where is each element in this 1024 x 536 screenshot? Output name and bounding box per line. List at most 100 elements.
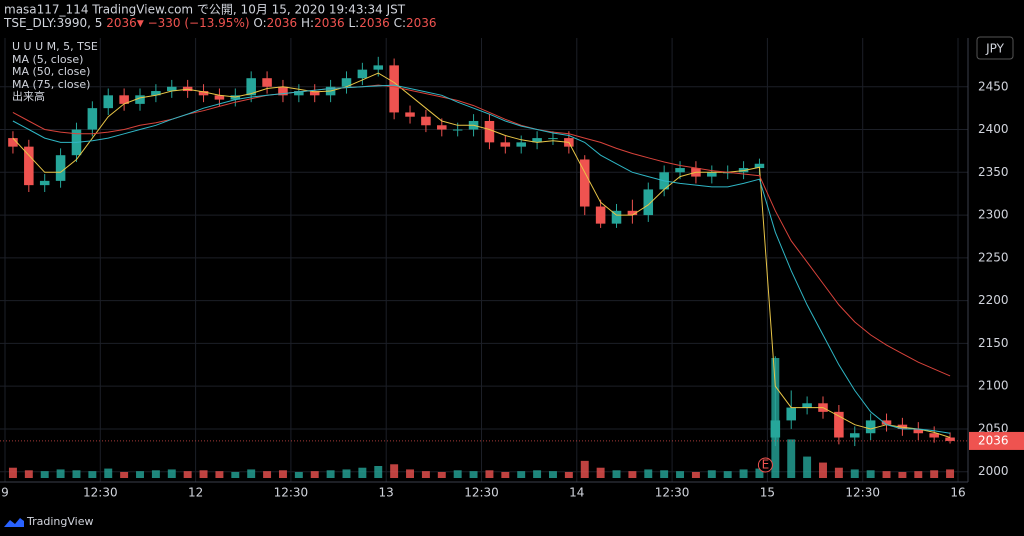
x-tick-label: 12:30 — [845, 486, 880, 500]
y-tick-label: 2300 — [978, 208, 1009, 222]
volume-bar — [326, 470, 335, 478]
volume-bar — [882, 471, 891, 478]
candle-body — [135, 95, 145, 104]
legend-entry: 出来高 — [12, 89, 45, 103]
volume-bar — [120, 472, 129, 478]
currency-button[interactable] — [976, 36, 1014, 60]
volume-bar — [676, 471, 685, 478]
volume-bar — [358, 467, 367, 478]
volume-bar — [199, 470, 208, 478]
x-tick-label: 12:30 — [274, 486, 309, 500]
header-line: masa117_114 TradingView.com で公開, 10月 15,… — [4, 3, 406, 17]
volume-bar — [723, 471, 732, 478]
candle-body — [802, 403, 812, 408]
volume-bar — [151, 470, 160, 478]
volume-bar — [342, 469, 351, 478]
x-tick-label: 12:30 — [655, 486, 690, 500]
volume-bar — [866, 470, 875, 478]
candle-body — [929, 433, 939, 438]
volume-bar — [278, 470, 287, 478]
ohlc-label: H: — [301, 16, 314, 30]
volume-bar — [930, 470, 939, 478]
volume-bar — [787, 439, 796, 478]
volume-bar — [612, 470, 621, 478]
volume-bar — [183, 471, 192, 478]
volume-bar — [517, 471, 526, 478]
volume-bar — [8, 467, 17, 478]
candle-body — [643, 189, 654, 216]
plot — [0, 56, 968, 478]
legend-entry: U U U M, 5, TSE — [12, 40, 98, 53]
ma-line — [12, 72, 951, 438]
candle-body — [913, 428, 924, 434]
volume-bar — [914, 471, 923, 478]
volume-bar — [628, 471, 637, 478]
logo-text: TradingView — [26, 515, 93, 528]
candle-body — [309, 91, 320, 96]
x-tick-label: 15 — [760, 486, 775, 500]
volume-bar — [406, 469, 414, 478]
volume-bar — [40, 471, 49, 478]
candle-body — [341, 78, 352, 87]
candle-body — [579, 159, 590, 207]
candle-body — [452, 129, 463, 131]
candle-body — [405, 112, 415, 117]
candle-body — [246, 78, 256, 96]
candle-body — [373, 65, 384, 70]
currency-label[interactable]: JPY — [985, 42, 1005, 56]
volume-bar — [644, 469, 653, 478]
y-tick-label: 2450 — [978, 79, 1009, 93]
logo-icon — [4, 518, 24, 527]
candle-body — [611, 210, 622, 224]
volume-bar — [533, 470, 542, 478]
volume-bar — [755, 468, 764, 478]
volume-bar — [946, 469, 955, 478]
volume-bar — [469, 471, 478, 478]
candle-body — [675, 168, 685, 173]
volume-bar — [294, 472, 303, 478]
candle-body — [198, 91, 209, 96]
volume-bar — [453, 470, 462, 478]
y-tick-label: 2150 — [978, 336, 1009, 350]
candle-body — [849, 433, 860, 438]
volume-bar — [104, 468, 113, 478]
candle-body — [24, 146, 34, 186]
candle-body — [87, 108, 98, 130]
volume-bar — [136, 471, 144, 478]
candle-body — [865, 420, 876, 434]
ohlc-value: 2036 — [406, 16, 437, 30]
candle-body — [532, 138, 542, 143]
candle-body — [834, 411, 844, 438]
volume-bar — [549, 471, 557, 478]
volume-bar — [88, 471, 97, 478]
volume-bar — [215, 471, 224, 478]
volume-bar — [580, 460, 589, 478]
volume-bar — [501, 472, 510, 478]
candle-body — [103, 95, 114, 109]
candle-body — [214, 95, 225, 100]
x-tick-label: 12:30 — [464, 486, 499, 500]
legend-entry: MA (75, close) — [12, 78, 90, 91]
ohlc-label: C: — [394, 16, 406, 30]
last: 2036 — [106, 16, 137, 30]
ohlc-label: L: — [348, 16, 359, 30]
volume-bar — [231, 472, 240, 478]
candle-body — [389, 65, 399, 113]
candle-body — [167, 86, 177, 92]
grid — [0, 38, 968, 482]
candle-body — [516, 142, 526, 147]
legend-entry: MA (50, close) — [12, 65, 90, 78]
volume-bar — [247, 469, 256, 478]
candle-body — [484, 120, 495, 143]
y-tick-label: 2000 — [978, 464, 1009, 478]
header-quote: TSE_DLY:3990, 5 2036▼ −330 (−13.95%) O:2… — [3, 16, 437, 30]
volume-bar — [24, 470, 33, 478]
volume-bar — [56, 469, 65, 478]
x-tick-label: 14 — [569, 486, 584, 500]
volume-bar — [167, 469, 176, 478]
volume-bar — [850, 469, 859, 478]
candle-body — [119, 95, 129, 104]
volume-bar — [485, 470, 494, 478]
ohlc-value: 2036 — [359, 16, 390, 30]
candle-body — [786, 407, 796, 421]
